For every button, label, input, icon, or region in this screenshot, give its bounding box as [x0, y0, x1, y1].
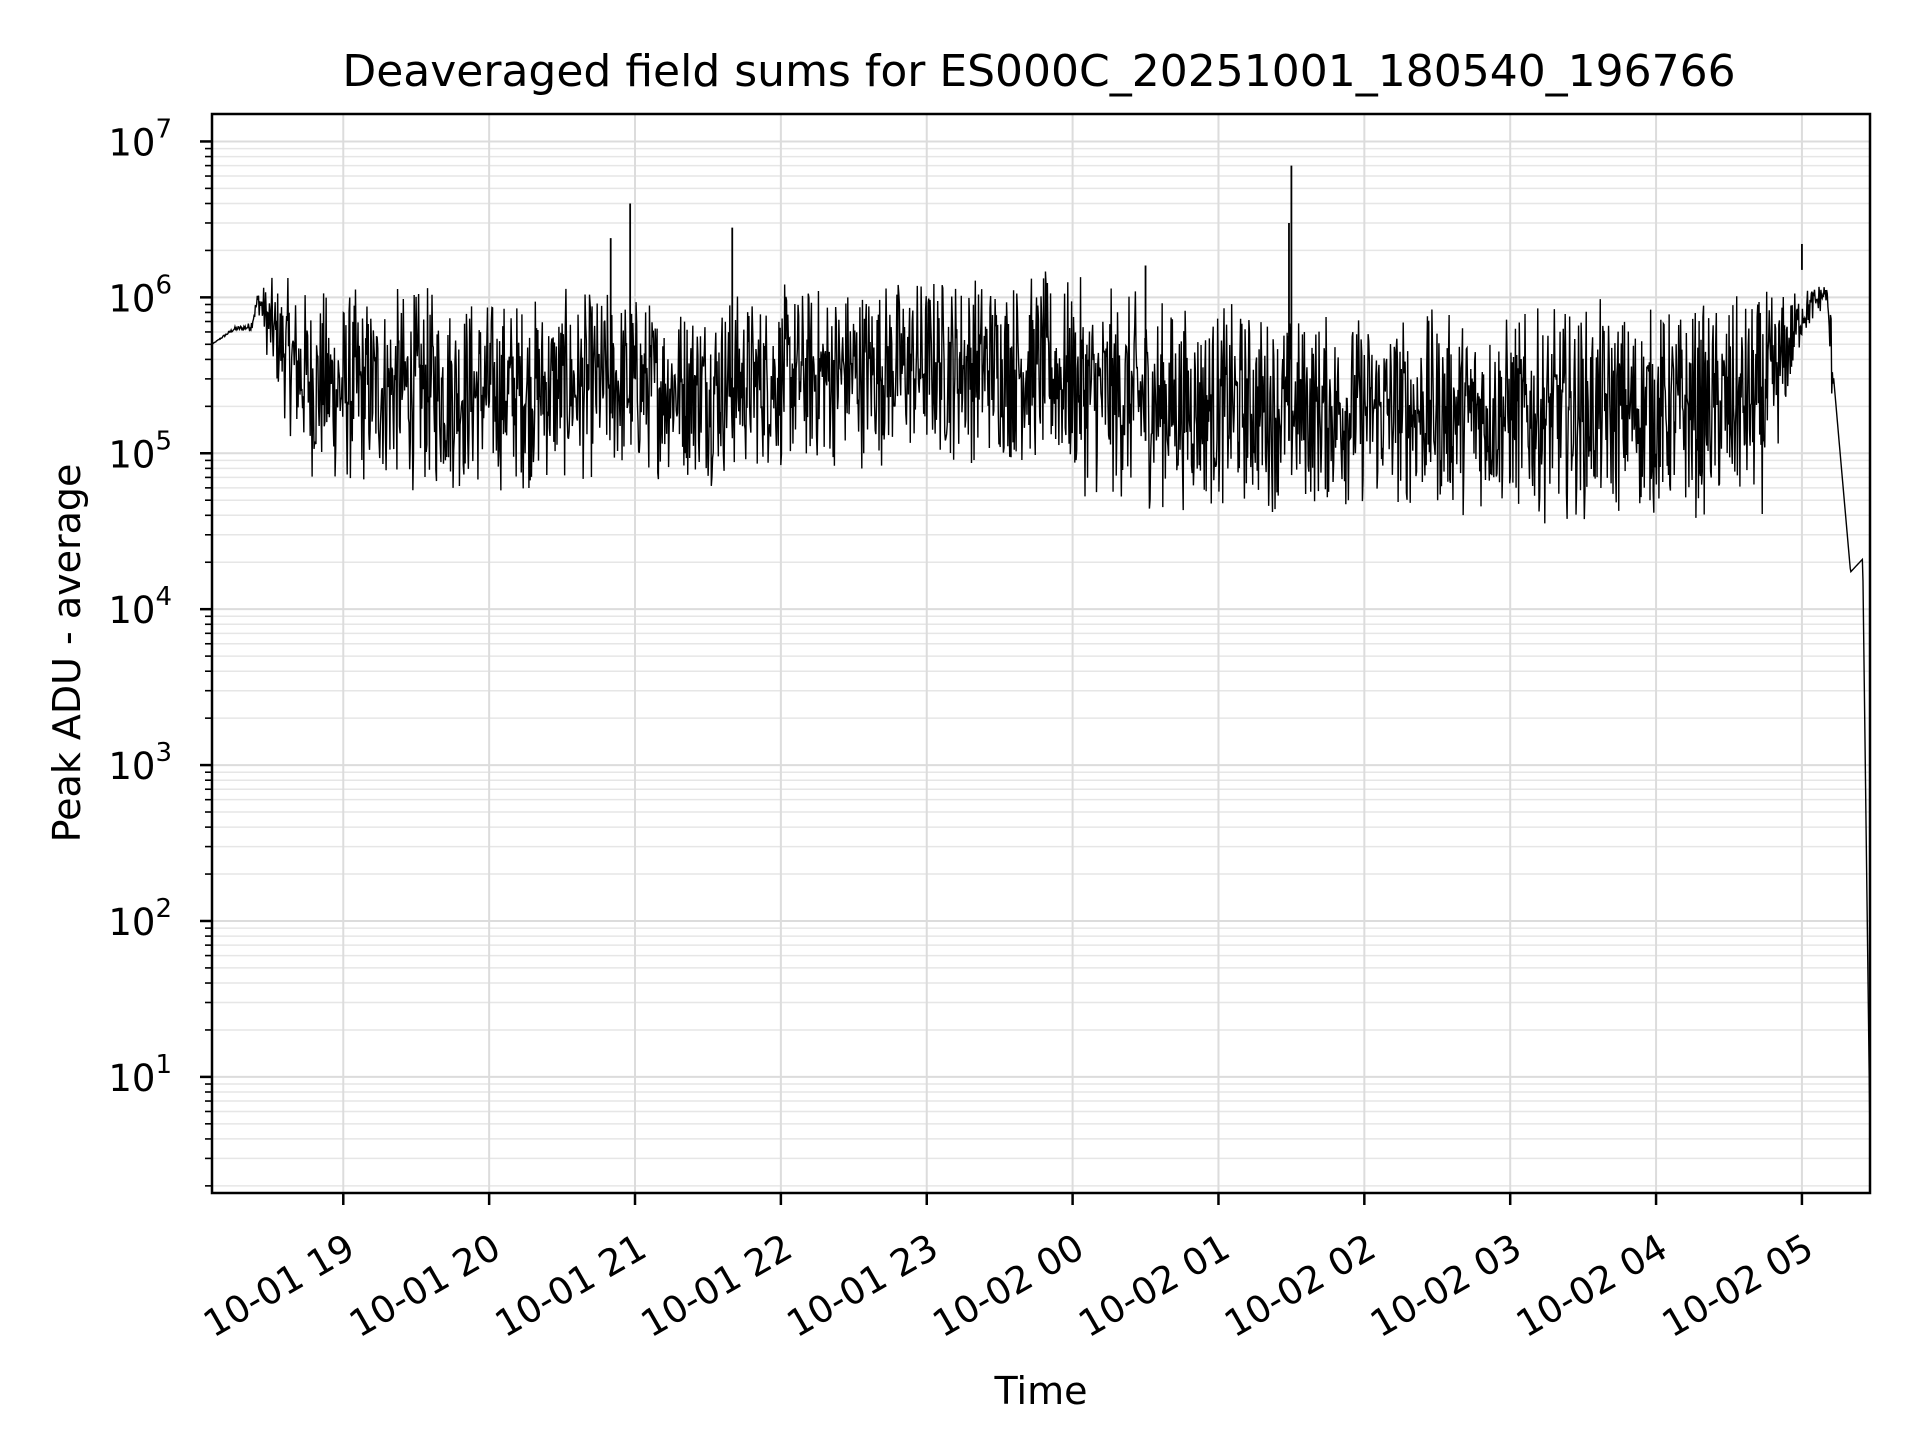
- x-tick-label: 10-01 20: [342, 1226, 508, 1346]
- y-tick-base: 10: [108, 277, 155, 320]
- series-line: [211, 271, 1871, 1139]
- x-tick-label: 10-01 21: [488, 1226, 654, 1346]
- x-axis-label: Time: [994, 1369, 1088, 1413]
- y-tick-label: 104: [108, 582, 172, 632]
- y-tick-exponent: 1: [155, 1050, 172, 1080]
- y-tick-base: 10: [108, 121, 155, 164]
- y-axis-label: Peak ADU - average: [45, 464, 89, 843]
- plot-frame: [210, 112, 1872, 1195]
- x-tick-label: 10-01 22: [634, 1226, 800, 1346]
- x-tick-label: 10-02 04: [1509, 1226, 1675, 1346]
- y-tick-base: 10: [108, 589, 155, 632]
- y-tick-label: 106: [108, 270, 172, 320]
- y-tick-label: 102: [108, 894, 172, 944]
- y-tick-base: 10: [108, 745, 155, 788]
- y-tick-label: 101: [108, 1050, 172, 1100]
- y-tick-exponent: 6: [155, 270, 172, 300]
- x-tick-label: 10-02 01: [1071, 1226, 1237, 1346]
- grid: [212, 114, 1870, 1193]
- x-tick-label: 10-02 03: [1363, 1226, 1529, 1346]
- y-tick-base: 10: [108, 1057, 155, 1100]
- data-series-line: [211, 165, 1871, 1139]
- x-tick-label: 10-01 23: [780, 1226, 946, 1346]
- y-tick-exponent: 5: [155, 426, 172, 456]
- chart-title: Deaveraged field sums for ES000C_2025100…: [342, 46, 1735, 97]
- y-tick-label: 107: [108, 114, 172, 164]
- y-tick-exponent: 4: [155, 582, 172, 612]
- x-tick-label: 10-01 19: [196, 1226, 362, 1346]
- y-tick-label: 103: [108, 738, 172, 788]
- x-tick-label: 10-02 00: [926, 1226, 1092, 1346]
- x-tick-label: 10-02 05: [1655, 1226, 1821, 1346]
- y-tick-base: 10: [108, 433, 155, 476]
- y-tick-exponent: 3: [155, 738, 172, 768]
- y-tick-exponent: 7: [155, 114, 172, 144]
- y-tick-label: 105: [108, 426, 172, 476]
- y-tick-base: 10: [108, 901, 155, 944]
- x-tick-label: 10-02 02: [1217, 1226, 1383, 1346]
- y-tick-exponent: 2: [155, 894, 172, 924]
